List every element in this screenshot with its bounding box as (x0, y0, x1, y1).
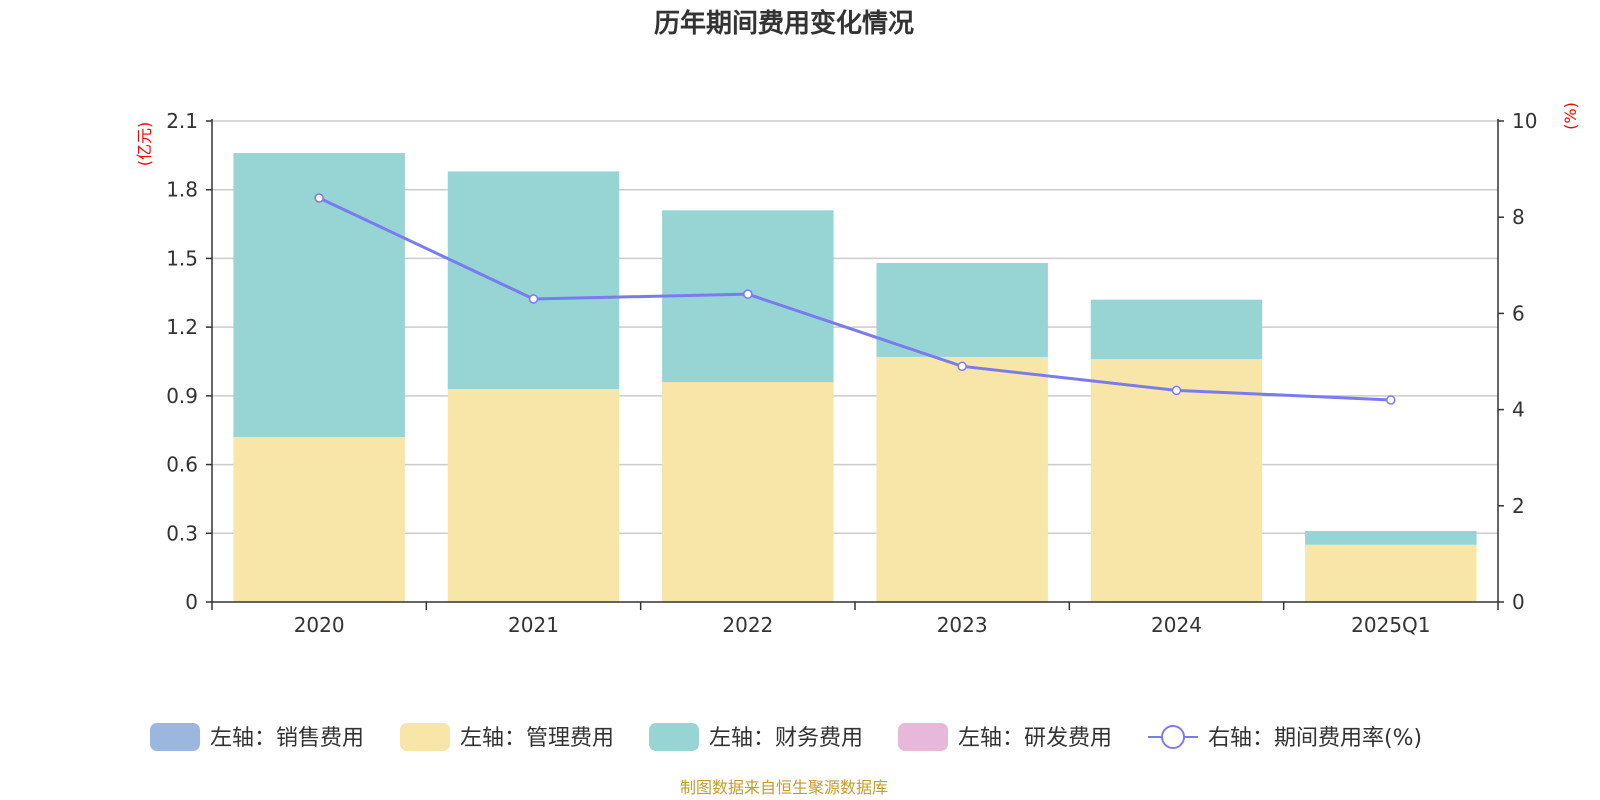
source-note: 制图数据来自恒生聚源数据库 (680, 778, 888, 797)
bar-segment[interactable] (1305, 530, 1477, 545)
legend-marker (1161, 725, 1185, 749)
bars (233, 153, 1477, 602)
bar-segment[interactable] (1090, 299, 1263, 360)
right-tick-label: 2 (1512, 494, 1525, 518)
x-tick-label: 2021 (508, 613, 559, 637)
x-tick-label: 2025Q1 (1351, 613, 1430, 637)
left-tick-label: 1.8 (166, 178, 198, 202)
bar-segment[interactable] (447, 171, 620, 389)
right-tick-label: 0 (1512, 590, 1525, 614)
right-tick-label: 4 (1512, 398, 1525, 422)
grid (212, 120, 1498, 535)
right-axis-unit: (%) (1561, 102, 1580, 130)
legend-item[interactable]: 左轴：销售费用 (150, 723, 364, 751)
rate-line-layer (314, 193, 1396, 405)
rate-point[interactable] (1386, 395, 1396, 405)
x-tick-label: 2020 (294, 613, 345, 637)
left-tick-label: 0.9 (166, 384, 198, 408)
bar-segment[interactable] (662, 382, 834, 602)
legend-label: 右轴：期间费用率(%) (1208, 726, 1422, 751)
left-tick-label: 0.3 (166, 521, 198, 545)
legend-item[interactable]: 左轴：财务费用 (649, 723, 863, 751)
right-tick-label: 8 (1512, 205, 1525, 229)
bar-segment[interactable] (1305, 544, 1477, 602)
legend-swatch (649, 723, 699, 751)
rate-point[interactable] (957, 361, 967, 372)
right-tick-label: 6 (1512, 301, 1525, 325)
legend-item[interactable]: 右轴：期间费用率(%) (1148, 725, 1422, 751)
legend[interactable]: 左轴：销售费用 左轴：管理费用 左轴：财务费用 左轴：研发费用 右轴：期间费用率(%) (150, 723, 1422, 751)
legend-label: 左轴：研发费用 (958, 726, 1112, 751)
rate-point[interactable] (743, 289, 753, 299)
left-tick-label: 0.6 (166, 453, 198, 477)
legend-label: 左轴：管理费用 (460, 726, 614, 751)
bar-segment[interactable] (447, 388, 620, 602)
x-tick-label: 2023 (937, 613, 988, 637)
axes: 0 0.3 0.6 0.9 1.2 1.5 1.8 2.1 0 2 4 6 8 10 2020 2021 202… (166, 109, 1537, 637)
left-tick-label: 0 (185, 590, 198, 614)
bar-segment[interactable] (876, 356, 1048, 602)
legend-label: 左轴：财务费用 (709, 726, 863, 751)
left-axis-unit: (亿元) (135, 122, 154, 167)
rate-line (318, 196, 1391, 402)
bar-segment[interactable] (876, 263, 1048, 357)
legend-item[interactable]: 左轴：管理费用 (400, 723, 614, 751)
left-tick-label: 2.1 (166, 109, 198, 133)
rate-point[interactable] (1171, 385, 1182, 396)
right-tick-label: 10 (1512, 109, 1537, 133)
x-tick-label: 2024 (1151, 613, 1202, 637)
bar-segment[interactable] (233, 437, 405, 602)
legend-swatch (400, 723, 450, 751)
legend-swatch (898, 723, 948, 751)
left-tick-label: 1.5 (166, 246, 198, 270)
legend-label: 左轴：销售费用 (210, 726, 364, 751)
left-tick-label: 1.2 (166, 315, 198, 339)
chart-title: 历年期间费用变化情况 (654, 8, 914, 39)
x-tick-label: 2022 (722, 613, 773, 637)
legend-item[interactable]: 左轴：研发费用 (898, 723, 1112, 751)
rate-point[interactable] (528, 294, 539, 304)
bar-segment[interactable] (1090, 359, 1263, 602)
legend-swatch (150, 723, 200, 751)
rate-point[interactable] (314, 193, 324, 203)
